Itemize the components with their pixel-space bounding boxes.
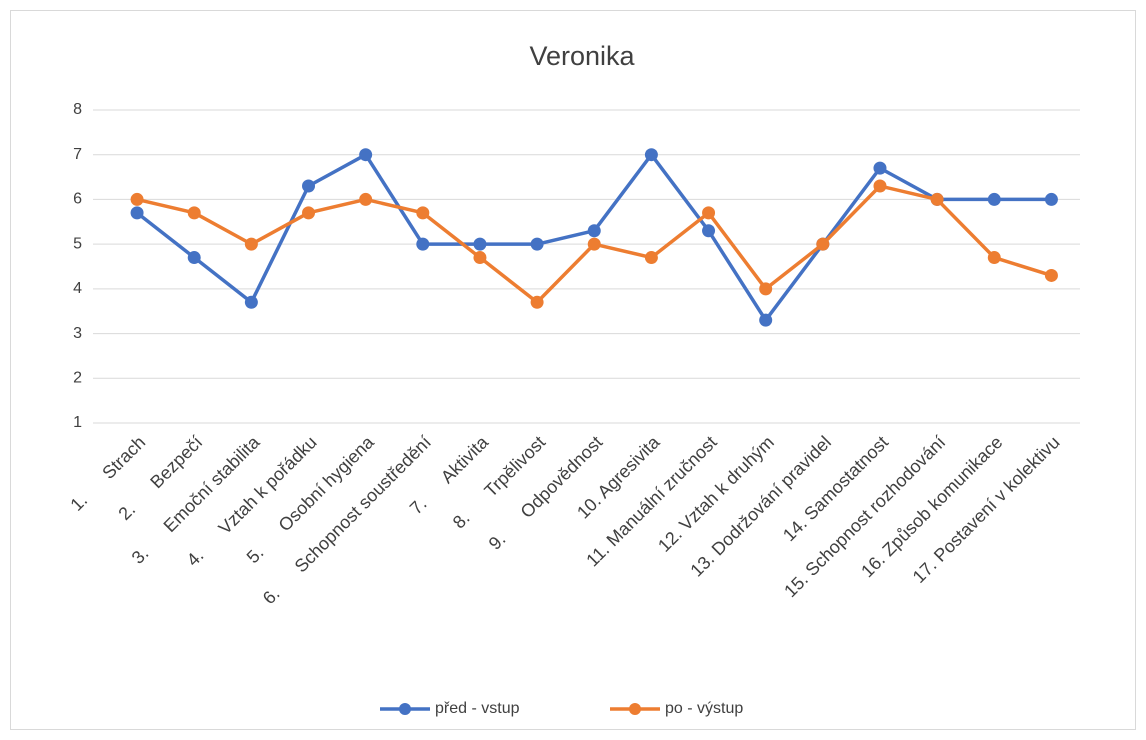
data-point <box>702 224 716 238</box>
data-point <box>587 224 601 238</box>
data-point <box>644 251 658 265</box>
legend-marker <box>629 703 641 715</box>
y-tick-label: 1 <box>73 414 82 431</box>
data-point <box>873 161 887 175</box>
data-point <box>816 237 830 251</box>
data-point <box>1044 192 1058 206</box>
data-point <box>130 192 144 206</box>
data-point <box>930 192 944 206</box>
data-point <box>873 179 887 193</box>
data-point <box>416 237 430 251</box>
data-point <box>359 192 373 206</box>
chart-title: Veronika <box>529 41 635 71</box>
data-point <box>759 282 773 296</box>
data-point <box>530 237 544 251</box>
data-point <box>759 313 773 327</box>
data-point <box>702 206 716 220</box>
y-tick-label: 2 <box>73 370 82 387</box>
data-point <box>473 237 487 251</box>
data-point <box>416 206 430 220</box>
chart-border <box>10 10 1136 730</box>
data-point <box>302 206 316 220</box>
y-tick-label: 6 <box>73 191 82 208</box>
legend-label: po - výstup <box>665 700 743 717</box>
y-tick-label: 5 <box>73 235 82 252</box>
data-point <box>587 237 601 251</box>
data-point <box>130 206 144 220</box>
legend-marker <box>399 703 411 715</box>
data-point <box>187 251 201 265</box>
y-tick-label: 4 <box>73 280 82 297</box>
data-point <box>302 179 316 193</box>
data-point <box>987 192 1001 206</box>
data-point <box>244 295 258 309</box>
y-tick-label: 3 <box>73 325 82 342</box>
data-point <box>244 237 258 251</box>
legend-label: před - vstup <box>435 700 520 717</box>
data-point <box>1044 268 1058 282</box>
data-point <box>473 251 487 265</box>
data-point <box>530 295 544 309</box>
data-point <box>359 148 373 162</box>
data-point <box>644 148 658 162</box>
y-tick-label: 7 <box>73 146 82 163</box>
data-point <box>987 251 1001 265</box>
data-point <box>187 206 201 220</box>
y-tick-label: 8 <box>73 101 82 118</box>
